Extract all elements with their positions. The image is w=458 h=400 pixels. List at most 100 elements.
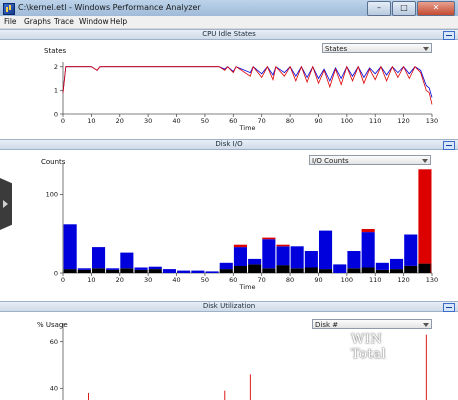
bar-black xyxy=(106,269,120,273)
x-axis-title: Time xyxy=(239,124,256,132)
y-tick-label: 2 xyxy=(54,63,58,71)
bar-blue xyxy=(304,251,318,268)
x-tick-label: 90 xyxy=(314,276,322,284)
disk-util-chart: 40 60 xyxy=(50,323,427,400)
disk-util-collapse-button[interactable] xyxy=(443,303,455,312)
bar-black xyxy=(233,265,247,273)
disk-util-dropdown-value: Disk # xyxy=(315,321,339,329)
maximize-button[interactable]: □ xyxy=(392,1,416,16)
bar-black xyxy=(404,265,418,273)
bar-blue xyxy=(319,230,333,270)
chevron-down-icon xyxy=(422,159,428,163)
bar-blue xyxy=(120,252,134,269)
disk-io-dropdown-value: I/O Counts xyxy=(312,157,349,165)
bar-blue xyxy=(347,251,361,269)
disk-util-dropdown[interactable]: Disk # xyxy=(312,319,432,329)
watermark-logo: WIN Total xyxy=(345,330,419,362)
cpu-idle-y-title: States xyxy=(44,47,67,55)
y-tick-label: 1 xyxy=(54,87,58,95)
disk-io-title: Disk I/O xyxy=(215,140,243,148)
menu-trace[interactable]: Trace xyxy=(54,17,74,26)
watermark-text: WIN Total xyxy=(351,332,387,362)
bar-blue xyxy=(148,266,162,270)
x-tick-label: 60 xyxy=(229,117,237,125)
x-tick-label: 50 xyxy=(201,276,209,284)
bar-blue xyxy=(361,232,375,268)
bar-blue xyxy=(191,270,205,273)
minimize-button[interactable]: – xyxy=(367,1,391,16)
bar-black xyxy=(120,268,134,273)
y-tick-label: 0 xyxy=(54,269,58,277)
disk-io-dropdown[interactable]: I/O Counts xyxy=(309,155,431,165)
x-tick-label: 90 xyxy=(314,117,322,125)
x-tick-label: 20 xyxy=(116,276,124,284)
series-line-blue xyxy=(62,65,433,98)
x-tick-label: 130 xyxy=(426,117,438,125)
disk-util-y-title: % Usage xyxy=(37,321,68,329)
bar-red xyxy=(418,169,432,264)
y-tick-label: 40 xyxy=(50,385,58,393)
x-tick-label: 20 xyxy=(116,117,124,125)
bar-black xyxy=(319,269,333,273)
x-tick-label: 100 xyxy=(341,276,353,284)
bar-black xyxy=(418,263,432,273)
bar-black xyxy=(375,269,389,273)
title-bar: C:\kernel.etl - Windows Performance Anal… xyxy=(0,0,458,17)
x-tick-label: 110 xyxy=(369,276,381,284)
x-tick-label: 110 xyxy=(369,117,381,125)
bar-blue xyxy=(205,271,219,273)
menu-graphs[interactable]: Graphs xyxy=(24,17,51,26)
x-tick-label: 80 xyxy=(286,276,294,284)
x-axis-title: Time xyxy=(239,283,256,291)
bar-red xyxy=(276,244,290,247)
x-tick-label: 120 xyxy=(397,276,409,284)
bar-black xyxy=(92,268,106,273)
bar-red xyxy=(361,229,375,233)
x-tick-label: 120 xyxy=(397,117,409,125)
x-tick-label: 10 xyxy=(87,276,95,284)
bar-black xyxy=(304,267,318,273)
menu-help[interactable]: Help xyxy=(110,17,128,26)
x-tick-label: 70 xyxy=(258,117,266,125)
disk-util-panel: Disk Utilization Disk # % Usage 40 60 xyxy=(0,301,458,400)
side-panel-expander[interactable] xyxy=(0,178,12,230)
bar-black xyxy=(248,264,262,273)
bar-black xyxy=(290,268,304,273)
bar-black xyxy=(219,269,233,273)
cpu-idle-dropdown[interactable]: States xyxy=(322,43,432,53)
bar-blue xyxy=(333,264,347,273)
chevron-down-icon xyxy=(423,323,429,327)
disk-io-y-title: Counts xyxy=(41,158,66,166)
bar-blue xyxy=(262,239,276,269)
bar-blue xyxy=(77,268,91,270)
bar-black xyxy=(347,268,361,273)
bar-black xyxy=(361,267,375,273)
disk-util-header: Disk Utilization xyxy=(0,301,458,312)
bar-black xyxy=(262,268,276,273)
cpu-idle-collapse-button[interactable] xyxy=(443,31,455,40)
bar-black xyxy=(276,265,290,273)
y-tick-label: 100 xyxy=(46,191,58,199)
bar-blue xyxy=(375,262,389,270)
x-tick-label: 130 xyxy=(426,276,438,284)
x-tick-label: 50 xyxy=(201,117,209,125)
bar-black xyxy=(390,269,404,273)
window-title: C:\kernel.etl - Windows Performance Anal… xyxy=(18,3,201,12)
menu-window[interactable]: Window xyxy=(79,17,109,26)
bar-blue xyxy=(106,268,120,270)
x-tick-label: 100 xyxy=(341,117,353,125)
x-tick-label: 10 xyxy=(87,117,95,125)
menu-file[interactable]: File xyxy=(4,17,17,26)
close-button[interactable]: ✕ xyxy=(417,1,455,16)
x-tick-label: 0 xyxy=(61,276,65,284)
disk-io-collapse-button[interactable] xyxy=(443,141,455,150)
cpu-idle-header: CPU Idle States xyxy=(0,29,458,40)
cpu-idle-title: CPU Idle States xyxy=(202,30,256,38)
x-tick-label: 30 xyxy=(144,117,152,125)
app-icon[interactable] xyxy=(3,3,15,15)
bar-blue xyxy=(219,262,233,270)
bar-red xyxy=(262,237,276,240)
y-tick-label: 60 xyxy=(50,338,58,346)
bar-blue xyxy=(63,224,77,270)
